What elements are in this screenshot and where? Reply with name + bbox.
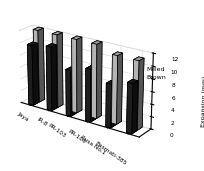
Legend: Milled, Brown: Milled, Brown <box>137 67 166 80</box>
